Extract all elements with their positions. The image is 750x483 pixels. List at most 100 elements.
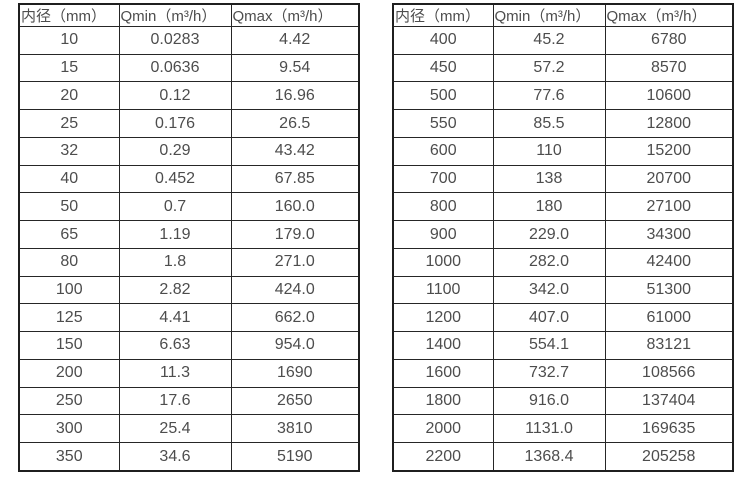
column-header: 内径（mm）: [18, 3, 120, 27]
table-cell: 554.1: [492, 331, 606, 360]
table-cell: 2200: [392, 442, 494, 472]
table-cell: 25.4: [118, 414, 232, 444]
table-cell: 67.85: [230, 164, 360, 194]
table-row: 80 1.8 271.0: [18, 247, 360, 277]
table-cell: 20700: [604, 164, 734, 194]
table-cell: 179.0: [230, 220, 360, 249]
table-row: 150 6.63 954.0: [18, 331, 360, 360]
table-row: 350 34.6 5190: [18, 442, 360, 472]
table-row: 65 1.19 179.0: [18, 220, 360, 249]
table-cell: 4.42: [230, 26, 360, 55]
table-cell: 1600: [392, 358, 494, 388]
table-cell: 108566: [604, 358, 734, 388]
table-cell: 6780: [604, 26, 734, 55]
table-cell: 900: [392, 220, 494, 249]
table-row: 700 138 20700: [392, 164, 734, 194]
table-cell: 0.29: [118, 136, 232, 166]
table-cell: 3810: [230, 414, 360, 444]
table-row: 400 45.2 6780: [392, 26, 734, 55]
table-row: 1100 342.0 51300: [392, 275, 734, 305]
table-cell: 85.5: [492, 109, 606, 138]
table-cell: 0.176: [118, 109, 232, 138]
flow-range-table-small-diameters: 内径（mm） Qmin（m³/h） Qmax（m³/h） 10 0.0283 4.42 15…: [18, 3, 360, 472]
table-cell: 11.3: [118, 358, 232, 388]
table-cell: 282.0: [492, 247, 606, 277]
table-row: 1600 732.7 108566: [392, 358, 734, 388]
table-row: 1400 554.1 83121: [392, 331, 734, 360]
table-cell: 110: [492, 136, 606, 166]
table-cell: 65: [18, 220, 120, 249]
header-row: 内径（mm） Qmin（m³/h） Qmax（m³/h）: [392, 3, 734, 27]
table-cell: 1.8: [118, 247, 232, 277]
table-cell: 42400: [604, 247, 734, 277]
table-cell: 1100: [392, 275, 494, 305]
table-cell: 0.0636: [118, 53, 232, 83]
table-cell: 10: [18, 26, 120, 55]
table-cell: 600: [392, 136, 494, 166]
table-cell: 50: [18, 192, 120, 222]
table-cell: 300: [18, 414, 120, 444]
table-row: 20 0.12 16.96: [18, 81, 360, 111]
table-cell: 77.6: [492, 81, 606, 111]
table-row: 500 77.6 10600: [392, 81, 734, 111]
table-cell: 34300: [604, 220, 734, 249]
table-cell: 40: [18, 164, 120, 194]
table-cell: 10600: [604, 81, 734, 111]
table-cell: 0.7: [118, 192, 232, 222]
column-header: Qmin（m³/h）: [492, 3, 606, 27]
table-cell: 6.63: [118, 331, 232, 360]
table-row: 1000 282.0 42400: [392, 247, 734, 277]
table-cell: 229.0: [492, 220, 606, 249]
table-cell: 0.0283: [118, 26, 232, 55]
table-row: 40 0.452 67.85: [18, 164, 360, 194]
table-cell: 32: [18, 136, 120, 166]
table-cell: 1690: [230, 358, 360, 388]
table-row: 125 4.41 662.0: [18, 303, 360, 333]
table-row: 25 0.176 26.5: [18, 109, 360, 138]
table-cell: 180: [492, 192, 606, 222]
table-cell: 400: [392, 26, 494, 55]
table-cell: 45.2: [492, 26, 606, 55]
table-cell: 1800: [392, 386, 494, 416]
table-row: 32 0.29 43.42: [18, 136, 360, 166]
table-cell: 34.6: [118, 442, 232, 472]
table-cell: 250: [18, 386, 120, 416]
table-cell: 16.96: [230, 81, 360, 111]
table-cell: 0.12: [118, 81, 232, 111]
table-cell: 732.7: [492, 358, 606, 388]
table-cell: 2.82: [118, 275, 232, 305]
table-cell: 137404: [604, 386, 734, 416]
column-header: Qmax（m³/h）: [604, 3, 734, 27]
table-cell: 2000: [392, 414, 494, 444]
table-cell: 800: [392, 192, 494, 222]
table-row: 100 2.82 424.0: [18, 275, 360, 305]
table-row: 1800 916.0 137404: [392, 386, 734, 416]
header-row: 内径（mm） Qmin（m³/h） Qmax（m³/h）: [18, 3, 360, 27]
table-cell: 100: [18, 275, 120, 305]
table-cell: 550: [392, 109, 494, 138]
table-cell: 2650: [230, 386, 360, 416]
table-cell: 12800: [604, 109, 734, 138]
table-cell: 4.41: [118, 303, 232, 333]
table-cell: 916.0: [492, 386, 606, 416]
table-row: 900 229.0 34300: [392, 220, 734, 249]
table-row: 800 180 27100: [392, 192, 734, 222]
table-cell: 26.5: [230, 109, 360, 138]
flow-range-table-large-diameters: 内径（mm） Qmin（m³/h） Qmax（m³/h） 400 45.2 6780 450…: [392, 3, 734, 472]
table-cell: 8570: [604, 53, 734, 83]
table-cell: 342.0: [492, 275, 606, 305]
table-cell: 271.0: [230, 247, 360, 277]
table-row: 450 57.2 8570: [392, 53, 734, 83]
column-header: 内径（mm）: [392, 3, 494, 27]
table-cell: 1368.4: [492, 442, 606, 472]
table-cell: 500: [392, 81, 494, 111]
table-row: 300 25.4 3810: [18, 414, 360, 444]
table-cell: 350: [18, 442, 120, 472]
table-cell: 25: [18, 109, 120, 138]
table-cell: 80: [18, 247, 120, 277]
table-row: 10 0.0283 4.42: [18, 26, 360, 55]
table-cell: 1200: [392, 303, 494, 333]
table-cell: 138: [492, 164, 606, 194]
table-cell: 407.0: [492, 303, 606, 333]
table-row: 550 85.5 12800: [392, 109, 734, 138]
